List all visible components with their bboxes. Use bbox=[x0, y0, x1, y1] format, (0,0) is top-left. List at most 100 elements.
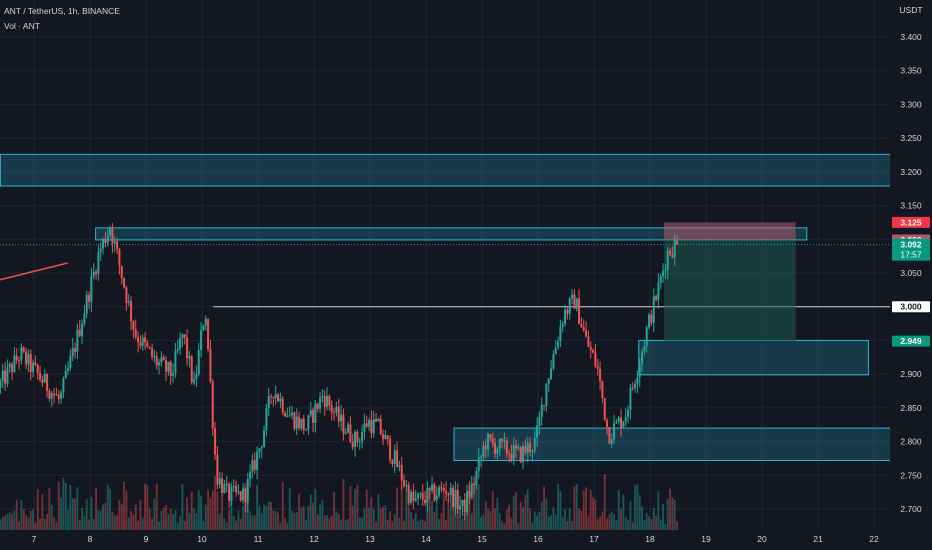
candle-body bbox=[291, 412, 294, 416]
candle-body bbox=[589, 346, 592, 350]
volume-bar bbox=[221, 498, 223, 530]
candle-body bbox=[372, 418, 375, 434]
candle-body bbox=[197, 349, 200, 375]
volume-bar bbox=[440, 513, 443, 530]
volume-bar bbox=[256, 484, 258, 530]
volume-bar bbox=[326, 514, 328, 530]
volume-bar bbox=[363, 508, 366, 530]
y-tick-label: 3.400 bbox=[900, 32, 922, 42]
candle-body bbox=[83, 313, 86, 325]
volume-bar bbox=[624, 517, 627, 530]
volume-bar bbox=[43, 518, 46, 530]
candle-body bbox=[265, 408, 268, 431]
candle-body bbox=[517, 447, 520, 449]
volume-bar bbox=[48, 488, 51, 530]
candle-body bbox=[585, 330, 588, 337]
candle-body bbox=[314, 403, 317, 423]
volume-bar bbox=[71, 498, 74, 530]
x-tick-label: 14 bbox=[421, 534, 431, 544]
candle-body bbox=[141, 337, 144, 346]
candle-body bbox=[88, 294, 91, 302]
volume-indicator-label[interactable]: Vol · ANT bbox=[4, 21, 40, 31]
volume-bar bbox=[580, 510, 583, 530]
x-tick-label: 19 bbox=[701, 534, 711, 544]
candle-body bbox=[454, 490, 457, 508]
volume-bar bbox=[11, 513, 13, 530]
volume-bar bbox=[475, 480, 478, 530]
candle-body bbox=[564, 309, 567, 324]
candle-body bbox=[356, 431, 359, 443]
volume-bar bbox=[36, 488, 39, 530]
volume-bar bbox=[15, 500, 18, 530]
volume-bar bbox=[533, 511, 536, 530]
candle-body bbox=[169, 361, 172, 376]
volume-bar bbox=[433, 512, 436, 530]
target-price-tag: 2.949 bbox=[892, 335, 930, 347]
candle-body bbox=[349, 424, 352, 442]
candle-body bbox=[487, 434, 490, 450]
candle-body bbox=[48, 390, 51, 399]
horizontal-line-tag: 3.000 bbox=[892, 301, 930, 313]
volume-bar bbox=[109, 488, 111, 530]
candle-body bbox=[529, 443, 532, 452]
volume-bar bbox=[398, 518, 401, 530]
volume-bar bbox=[279, 522, 282, 530]
candle-body bbox=[657, 282, 660, 301]
candle-body bbox=[603, 397, 606, 421]
x-tick-label: 12 bbox=[309, 534, 319, 544]
volume-bar bbox=[671, 497, 674, 530]
candle-body bbox=[195, 374, 198, 380]
take-profit-area bbox=[664, 239, 796, 342]
volume-bar bbox=[148, 508, 151, 530]
volume-bar bbox=[300, 507, 303, 530]
volume-bar bbox=[496, 497, 499, 530]
candle-body bbox=[543, 405, 546, 407]
candle-body bbox=[125, 287, 128, 303]
candle-body bbox=[627, 409, 630, 417]
candle-body bbox=[176, 348, 179, 351]
volume-bar bbox=[386, 519, 389, 530]
candle-body bbox=[650, 314, 653, 323]
candle-body bbox=[230, 486, 233, 501]
candle-body bbox=[74, 347, 77, 352]
volume-bar bbox=[571, 520, 573, 530]
volume-bar bbox=[242, 505, 244, 530]
candle-body bbox=[615, 421, 618, 424]
candle-body bbox=[608, 426, 611, 444]
volume-bar bbox=[648, 516, 650, 530]
volume-bar bbox=[643, 520, 646, 530]
candle-body bbox=[519, 447, 522, 462]
volume-bar bbox=[438, 518, 440, 530]
volume-bar bbox=[335, 511, 338, 530]
candle-body bbox=[190, 356, 193, 383]
candle-body bbox=[57, 394, 60, 399]
candle-body bbox=[410, 491, 413, 503]
candle-body bbox=[221, 478, 224, 494]
candle-body bbox=[34, 362, 37, 365]
volume-bar bbox=[344, 520, 347, 530]
volume-bar bbox=[277, 512, 279, 530]
candle-body bbox=[643, 346, 646, 352]
volume-bar bbox=[309, 494, 312, 530]
volume-bar bbox=[622, 494, 625, 530]
x-tick-label: 22 bbox=[869, 534, 879, 544]
y-tick-label: 2.850 bbox=[900, 403, 922, 413]
volume-bar bbox=[400, 486, 403, 530]
candle-body bbox=[99, 248, 102, 252]
volume-bar bbox=[328, 518, 331, 530]
candle-body bbox=[655, 296, 658, 301]
candle-body bbox=[363, 423, 366, 432]
volume-bar bbox=[477, 484, 480, 530]
volume-bar bbox=[78, 519, 81, 530]
volume-bar bbox=[284, 517, 286, 530]
volume-bar bbox=[498, 513, 501, 530]
volume-bar bbox=[428, 485, 431, 530]
volume-bar bbox=[389, 511, 391, 530]
x-tick-label: 20 bbox=[757, 534, 767, 544]
candle-body bbox=[214, 428, 217, 455]
y-tick-label: 3.150 bbox=[900, 201, 922, 211]
candle-body bbox=[130, 301, 133, 322]
candle-body bbox=[393, 450, 396, 464]
candle-body bbox=[438, 487, 441, 496]
